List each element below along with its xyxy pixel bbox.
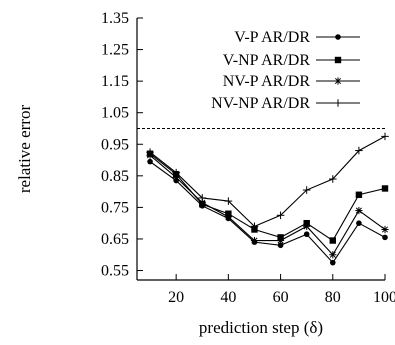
legend-label: V-P AR/DR [234,29,310,46]
data-point [172,173,180,182]
data-point [355,191,363,198]
data-point [198,194,207,202]
data-point [172,168,180,177]
x-axis-title: prediction step (δ) [199,318,323,337]
series-line-nv-p-ar-dr [149,154,386,256]
legend-marker [335,34,341,40]
y-tick-label: 0.95 [101,136,129,153]
x-tick-label: 40 [220,289,236,306]
legend-label: V-NP AR/DR [223,52,311,69]
y-tick-label: 0.75 [101,199,129,216]
y-tick-label: 0.65 [101,231,129,248]
legend-marker [334,99,342,107]
series-v-p-ar-dr [147,158,388,266]
data-point [381,132,389,141]
data-point [147,158,153,165]
y-axis-title: relative error [15,105,34,194]
tick-labels: 0.55 0.65 0.75 0.85 0.95 1.05 1.15 1.25 1.35 20 40… [101,10,395,306]
legend-label: NV-P AR/DR [223,73,311,90]
data-point [329,251,337,259]
x-tick-label: 60 [273,289,289,306]
data-point [303,231,310,238]
series-v-np-ar-dr [146,150,389,244]
data-point [382,234,388,241]
series-line-nv-np-ar-dr [149,135,386,227]
data-point [329,259,336,266]
legend-marker [334,77,342,85]
y-tick-label: 0.55 [101,263,129,280]
legend-marker [334,56,342,64]
data-point [146,148,154,156]
data-point [328,175,337,183]
legend-item-v-p-ar-dr: V-P AR/DR [234,29,360,46]
data-point [355,146,363,155]
series-line-v-p-ar-dr [149,161,386,264]
data-point [303,222,311,230]
x-tick-label: 20 [168,289,184,306]
data-point [276,236,285,245]
data-point [356,220,362,226]
legend-item-nv-np-ar-dr: NV-NP AR/DR [211,95,360,112]
series-nv-np-ar-dr [146,132,389,231]
data-point [250,236,259,245]
legend-item-v-np-ar-dr: V-NP AR/DR [223,52,360,69]
y-tick-label: 1.25 [101,42,129,59]
x-tick-label: 80 [325,289,341,306]
data-point [250,222,259,231]
y-tick-label: 1.15 [101,73,129,90]
y-tick-label: 0.85 [101,168,129,185]
y-tick-label: 1.35 [101,10,129,27]
data-point [355,206,363,215]
axes [136,17,386,281]
data-point [381,185,389,192]
series-lines [146,132,389,266]
series-nv-p-ar-dr [146,151,389,259]
data-point [302,186,311,194]
data-point [381,225,389,234]
data-point [329,237,336,244]
data-point [224,197,233,205]
legend-label: NV-NP AR/DR [211,95,310,112]
legend: V-P AR/DR V-NP AR/DR NV-P AR/DR NV-NP AR/DR [211,29,360,112]
y-tick-label: 1.05 [101,105,129,122]
data-point [277,242,284,249]
series-line-v-np-ar-dr [149,153,386,242]
x-tick-label: 100 [373,289,395,306]
legend-item-nv-p-ar-dr: NV-P AR/DR [223,73,360,90]
data-point [224,213,232,221]
data-point [276,211,285,220]
